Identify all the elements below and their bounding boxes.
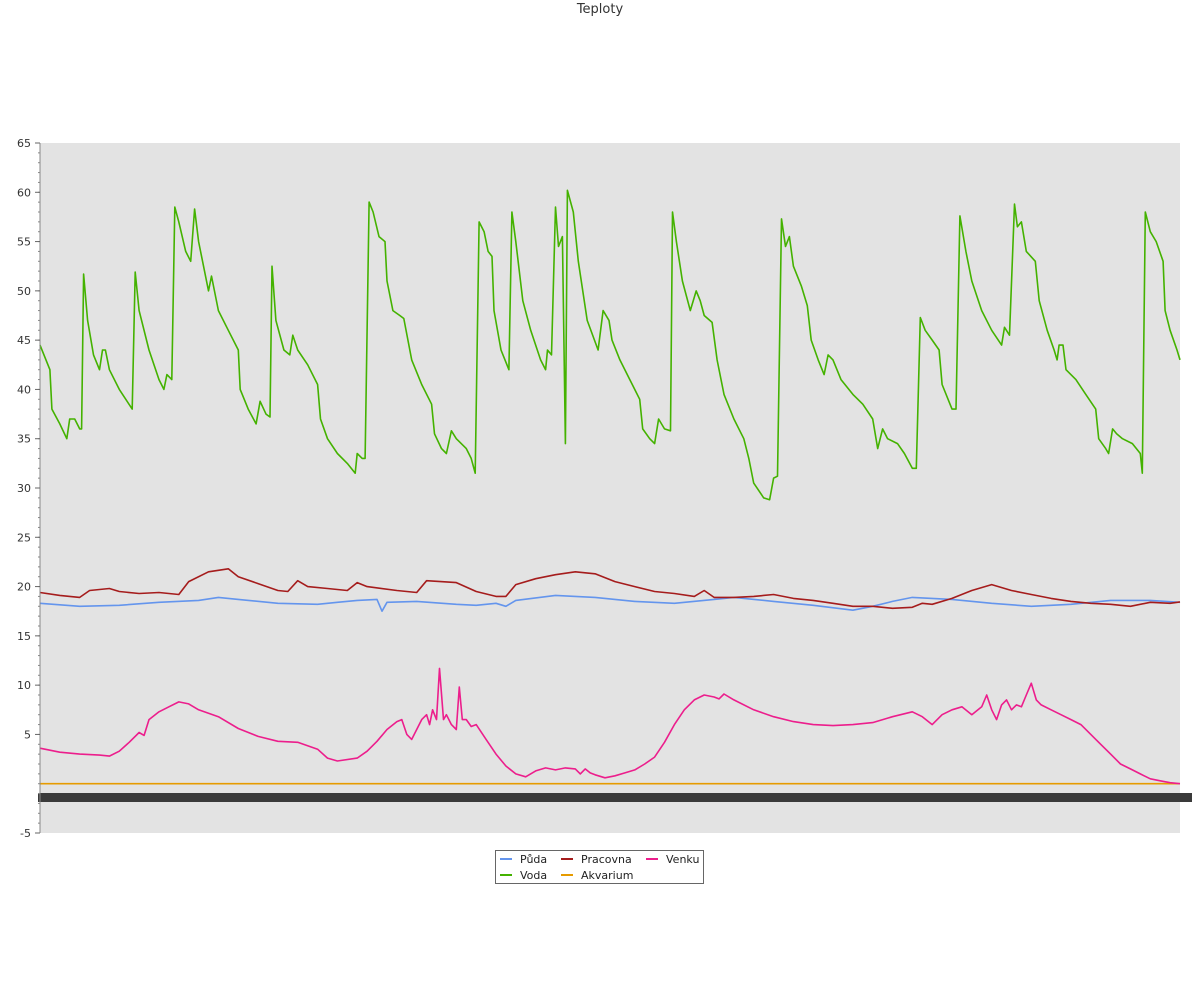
series-line-puda [39,594,1181,613]
legend-swatch-pracovna [561,858,573,860]
legend-label-akvarium: Akvarium [581,869,634,882]
legend: Půda Pracovna Venku Voda Akvarium [495,850,704,884]
x-tick-labels-band [38,793,1192,802]
legend-swatch-voda [500,874,512,876]
legend-label-pracovna: Pracovna [581,853,632,866]
y-tick-label: 40 [17,383,31,396]
legend-label-voda: Voda [520,869,548,882]
y-tick-label: 30 [17,482,31,495]
y-tick-label: 15 [17,630,31,643]
y-tick-label: 45 [17,334,31,347]
y-tick-label: 35 [17,433,31,446]
chart-title: Teploty [576,2,624,17]
y-tick-label: 10 [17,679,31,692]
y-tick-label: -5 [20,827,31,840]
y-tick-label: 65 [17,137,31,150]
legend-item-akvarium: Akvarium [561,869,633,883]
y-tick-label: 50 [17,285,31,298]
legend-swatch-venku [646,858,658,860]
plot-background [40,143,1180,833]
y-tick-label: 55 [17,236,31,249]
x-axis-band [38,793,1192,802]
y-tick-label: 25 [17,531,31,544]
y-tick-label: 60 [17,186,31,199]
y-tick-label: 20 [17,581,31,594]
legend-item-pracovna: Pracovna [561,853,632,867]
legend-label-puda: Půda [520,853,548,866]
legend-item-venku: Venku [646,853,699,867]
series-line-pracovna [39,567,1181,610]
legend-swatch-akvarium [561,874,573,876]
legend-item-puda: Půda [500,853,547,867]
y-axis: -5 5 10 15 20 25 30 35 40 45 50 55 60 65 [17,137,41,840]
series-line-venku [39,667,1181,785]
legend-item-voda: Voda [500,869,547,883]
y-tick-label: 5 [24,728,31,741]
legend-label-venku: Venku [666,853,700,866]
legend-swatch-puda [500,858,512,860]
series-layer [39,189,1181,785]
series-line-voda [39,189,1181,501]
